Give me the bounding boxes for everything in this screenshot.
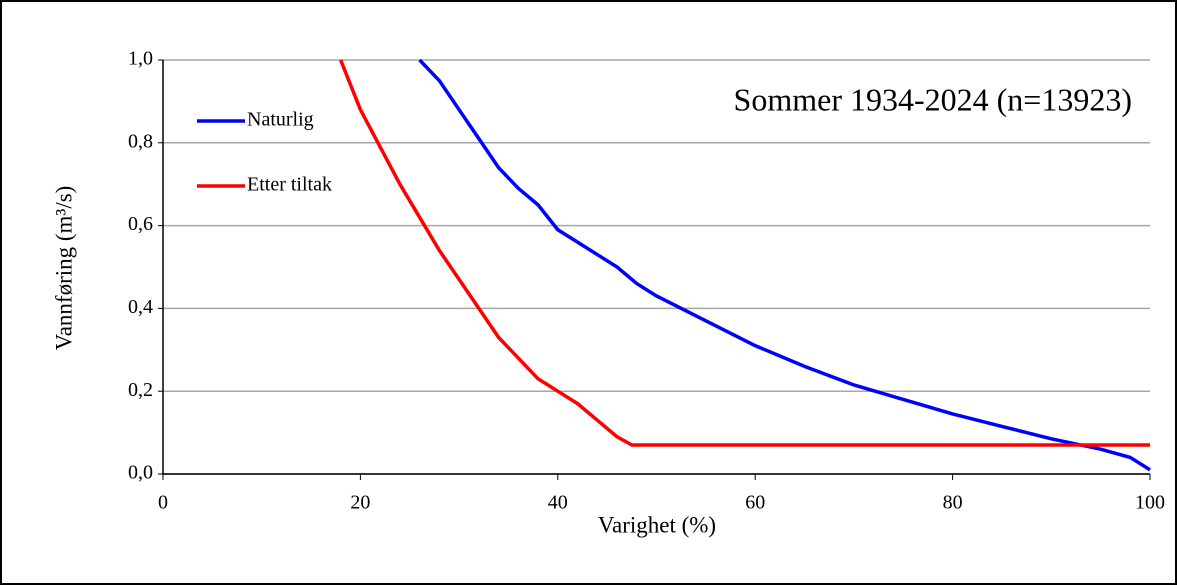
legend-label: Naturlig	[247, 109, 314, 131]
legend-label: Etter tiltak	[247, 174, 332, 196]
annotation: Sommer 1934-2024 (n=13923)	[734, 81, 1132, 117]
y-tick-label: 0,6	[128, 213, 153, 235]
y-tick-label: 1,0	[128, 48, 153, 70]
y-axis-title: Vannføring (m³/s)	[51, 186, 76, 351]
x-tick-label: 60	[745, 492, 765, 514]
data-line	[339, 59, 1150, 447]
x-tick-label: 20	[350, 492, 370, 514]
x-tick-label: 100	[1135, 492, 1165, 514]
y-tick-label: 0,2	[128, 379, 153, 401]
y-tick-label: 0,0	[128, 462, 153, 484]
data-line	[418, 58, 1151, 472]
y-tick-label: 0,4	[128, 296, 153, 318]
x-tick-label: 80	[943, 492, 963, 514]
x-tick-label: 40	[548, 492, 568, 514]
x-axis-title: Varighet (%)	[598, 512, 716, 537]
y-tick-label: 0,8	[128, 130, 153, 152]
x-tick-label: 0	[158, 492, 168, 514]
